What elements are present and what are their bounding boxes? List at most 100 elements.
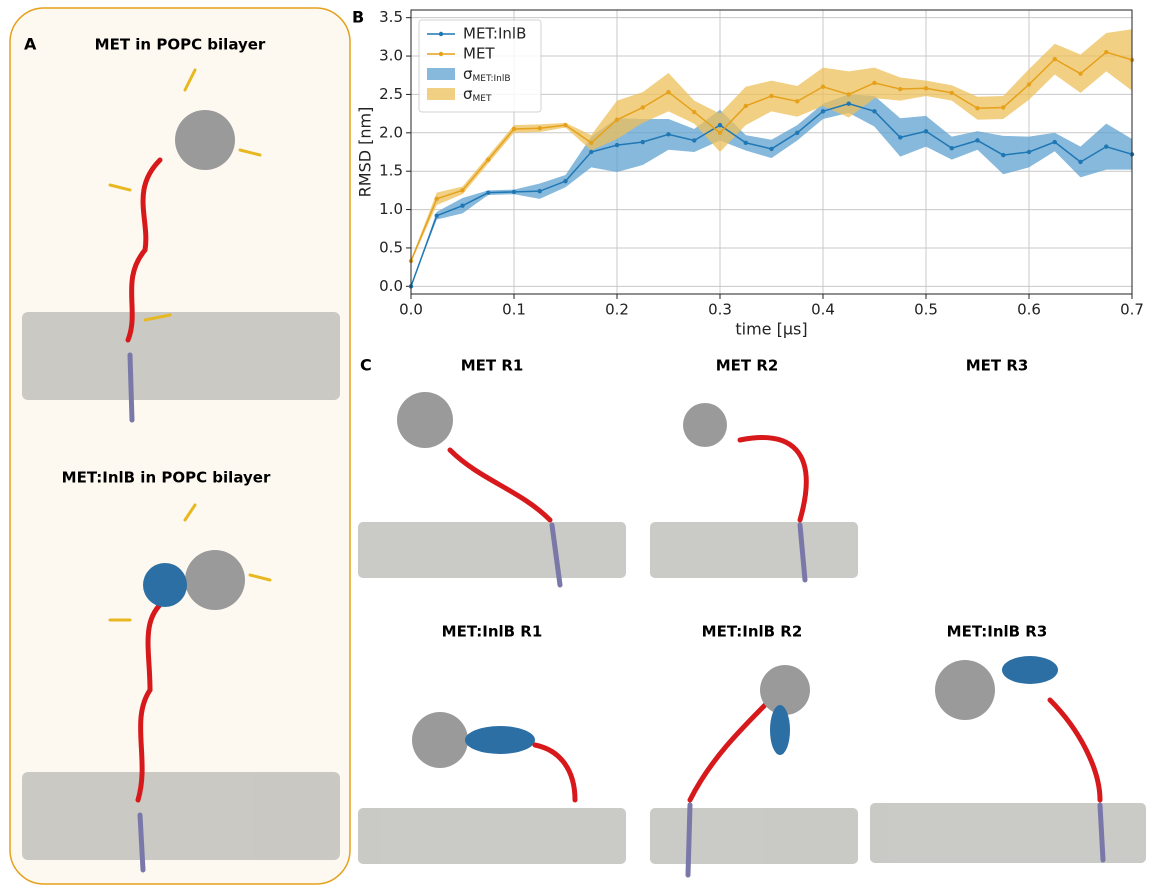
point: [872, 109, 877, 114]
x-tick-label: 0.5: [914, 301, 938, 319]
point: [923, 129, 929, 134]
point: [795, 130, 800, 136]
point: [769, 146, 774, 152]
panel-title: MET R1: [461, 357, 524, 375]
plot-frame: [410, 9, 1133, 295]
point: [898, 135, 903, 140]
point: [1001, 105, 1006, 110]
y-tick-label: 3.5: [379, 8, 403, 26]
point: [537, 188, 542, 194]
point: [949, 145, 954, 151]
membranes: [22, 312, 1146, 864]
point: [1026, 149, 1032, 155]
point: [846, 92, 851, 97]
point: [589, 140, 594, 145]
point: [537, 126, 542, 131]
y-tick-label: 1.0: [379, 200, 403, 218]
x-tick-label: 0.4: [811, 301, 835, 319]
panel-a-frame: [9, 7, 351, 885]
x-tick-label: 0.0: [399, 301, 423, 319]
panel-title: MET R3: [966, 357, 1029, 375]
y-axis-label: RMSD [nm]: [356, 107, 375, 198]
x-tick-label: 0.2: [605, 301, 629, 319]
x-tick-label: 0.3: [708, 301, 732, 319]
point: [563, 178, 568, 184]
point: [743, 140, 748, 145]
point: [975, 138, 980, 143]
panel-label: A: [24, 35, 37, 54]
point: [640, 105, 645, 110]
y-tick-label: 2.5: [379, 85, 403, 103]
legend-band: [427, 68, 455, 80]
panel-title: MET in POPC bilayer: [95, 36, 266, 54]
y-tick-label: 0.0: [379, 277, 403, 295]
point: [846, 101, 851, 106]
legend-marker: [438, 51, 444, 57]
point: [769, 93, 774, 99]
point: [1026, 82, 1032, 87]
panel-label: C: [360, 356, 372, 375]
y-tick-label: 2.0: [379, 123, 403, 141]
point: [589, 149, 594, 155]
point: [1104, 50, 1109, 55]
point: [795, 99, 800, 104]
x-tick-label: 0.7: [1120, 301, 1144, 319]
point: [460, 203, 465, 208]
point: [563, 122, 568, 128]
x-axis-label: time [μs]: [735, 320, 807, 339]
legend-label: MET: [463, 45, 495, 63]
point: [434, 196, 439, 202]
x-tick-label: 0.1: [502, 301, 526, 319]
panel-label: B: [352, 8, 364, 27]
point: [486, 190, 491, 195]
point: [743, 103, 748, 109]
point: [820, 109, 826, 114]
point: [1052, 56, 1057, 62]
point: [511, 189, 517, 195]
point: [1104, 144, 1109, 149]
point: [511, 126, 517, 132]
y-tick-label: 0.5: [379, 238, 403, 256]
panel-title: MET:InlB R1: [442, 623, 543, 641]
point: [1001, 152, 1006, 158]
point: [872, 80, 877, 86]
panel-title: MET:InlB R3: [947, 623, 1048, 641]
legend-symbol: σ: [463, 65, 473, 83]
sigma-band: [411, 29, 1132, 263]
panel-title: MET:InlB in POPC bilayer: [62, 469, 271, 487]
sigma-band: [411, 94, 1132, 287]
point: [692, 109, 697, 115]
panel-title: MET:InlB R2: [702, 623, 803, 641]
point: [666, 132, 671, 137]
point: [949, 90, 954, 96]
rmsd-chart: 0.0 0.1 0.2 0.3 0.4 0.5 0.6 0.7 0.0 0.5 1.0 1.5 2.0 2…: [356, 8, 1144, 338]
point: [923, 86, 929, 91]
molecules: [108, 68, 1106, 878]
point: [486, 157, 491, 162]
point: [898, 86, 903, 92]
point: [614, 117, 620, 122]
point: [717, 122, 723, 128]
point: [1078, 159, 1083, 165]
point: [1052, 139, 1057, 145]
legend-subscript: MET: [473, 94, 492, 104]
point: [820, 84, 826, 89]
point: [460, 188, 465, 193]
legend-label: MET:InlB: [463, 25, 526, 43]
point: [1078, 71, 1083, 76]
legend-label: σMET:InlB: [463, 65, 511, 84]
legend-marker: [438, 31, 444, 37]
point: [666, 89, 671, 95]
x-tick-label: 0.6: [1017, 301, 1041, 319]
point: [975, 106, 980, 111]
y-tick-label: 1.5: [379, 162, 403, 180]
y-tick-label: 3.0: [379, 47, 403, 65]
point: [640, 139, 645, 145]
point: [434, 213, 439, 218]
panel-title: MET R2: [716, 357, 779, 375]
legend-label: σMET: [463, 85, 492, 104]
point: [614, 142, 620, 148]
legend-subscript: MET:InlB: [473, 74, 511, 84]
point: [717, 130, 723, 136]
